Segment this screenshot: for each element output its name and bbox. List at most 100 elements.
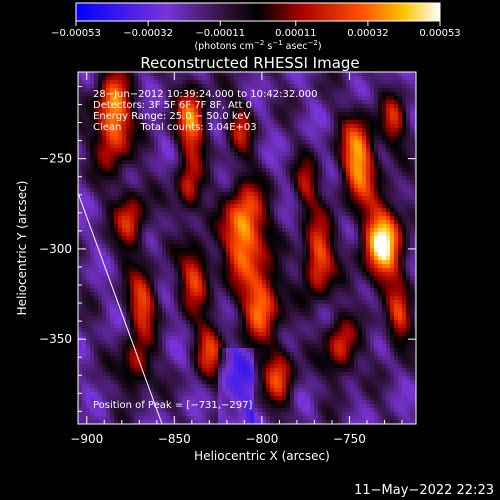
heatmap-cell	[214, 232, 218, 236]
heatmap-cell	[342, 128, 346, 132]
heatmap-cell	[254, 168, 258, 172]
heatmap-cell	[150, 92, 154, 96]
heatmap-cell	[298, 236, 302, 240]
heatmap-cell	[138, 256, 142, 260]
heatmap-cell	[122, 260, 126, 264]
heatmap-cell	[130, 236, 134, 240]
heatmap-cell	[338, 188, 342, 192]
heatmap-cell	[278, 156, 282, 160]
heatmap-cell	[270, 76, 274, 80]
heatmap-cell	[302, 184, 306, 188]
heatmap-cell	[166, 84, 170, 88]
heatmap-cell	[358, 76, 362, 80]
heatmap-cell	[194, 272, 198, 276]
heatmap-cell	[266, 148, 270, 152]
heatmap-cell	[402, 192, 406, 196]
heatmap-cell	[178, 108, 182, 112]
heatmap-cell	[262, 160, 266, 164]
heatmap-cell	[386, 236, 390, 240]
heatmap-cell	[406, 188, 410, 192]
heatmap-cell	[170, 224, 174, 228]
heatmap-cell	[234, 148, 238, 152]
heatmap-cell	[278, 220, 282, 224]
heatmap-cell	[206, 152, 210, 156]
heatmap-cell	[110, 288, 114, 292]
heatmap-cell	[234, 212, 238, 216]
heatmap-cell	[118, 292, 122, 296]
heatmap-cell	[226, 76, 230, 80]
heatmap-cell	[94, 296, 98, 300]
heatmap-cell	[370, 104, 374, 108]
heatmap-cell	[242, 256, 246, 260]
heatmap-cell	[390, 228, 394, 232]
heatmap-cell	[298, 184, 302, 188]
heatmap-cell	[350, 212, 354, 216]
heatmap-cell	[378, 160, 382, 164]
heatmap-cell	[250, 128, 254, 132]
heatmap-cell	[286, 80, 290, 84]
heatmap-cell	[362, 164, 366, 168]
heatmap-cell	[222, 260, 226, 264]
heatmap-cell	[362, 280, 366, 284]
heatmap-cell	[210, 232, 214, 236]
heatmap-cell	[110, 156, 114, 160]
heatmap-cell	[222, 72, 226, 76]
heatmap-cell	[146, 244, 150, 248]
colorbar-tick-label: −0.00032	[123, 28, 173, 39]
heatmap-cell	[94, 248, 98, 252]
heatmap-cell	[310, 236, 314, 240]
heatmap-cell	[78, 128, 82, 132]
heatmap-cell	[270, 144, 274, 148]
heatmap-cell	[214, 76, 218, 80]
heatmap-cell	[166, 88, 170, 92]
heatmap-cell	[378, 112, 382, 116]
heatmap-cell	[282, 204, 286, 208]
heatmap-cell	[202, 76, 206, 80]
heatmap-cell	[302, 300, 306, 304]
heatmap-cell	[266, 128, 270, 132]
heatmap-cell	[82, 160, 86, 164]
heatmap-cell	[342, 296, 346, 300]
heatmap-cell	[206, 136, 210, 140]
heatmap-cell	[182, 160, 186, 164]
heatmap-cell	[118, 136, 122, 140]
heatmap-cell	[274, 124, 278, 128]
heatmap-cell	[402, 88, 406, 92]
heatmap-cell	[82, 108, 86, 112]
heatmap-cell	[234, 124, 238, 128]
heatmap-cell	[178, 172, 182, 176]
heatmap-cell	[350, 200, 354, 204]
heatmap-cell	[118, 144, 122, 148]
heatmap-cell	[142, 236, 146, 240]
heatmap-cell	[106, 92, 110, 96]
heatmap-cell	[262, 280, 266, 284]
heatmap-cell	[298, 152, 302, 156]
heatmap-cell	[186, 136, 190, 140]
heatmap-cell	[142, 256, 146, 260]
heatmap-cell	[174, 256, 178, 260]
heatmap-cell	[126, 240, 130, 244]
heatmap-cell	[374, 232, 378, 236]
heatmap-cell	[190, 124, 194, 128]
heatmap-cell	[82, 300, 86, 304]
heatmap-cell	[242, 148, 246, 152]
heatmap-cell	[246, 196, 250, 200]
heatmap-cell	[198, 172, 202, 176]
heatmap-cell	[234, 168, 238, 172]
heatmap-cell	[114, 84, 118, 88]
heatmap-cell	[274, 104, 278, 108]
heatmap-cell	[158, 76, 162, 80]
heatmap-cell	[106, 196, 110, 200]
heatmap-cell	[378, 276, 382, 280]
heatmap-cell	[350, 136, 354, 140]
heatmap-cell	[334, 168, 338, 172]
heatmap-cell	[282, 104, 286, 108]
heatmap-cell	[258, 188, 262, 192]
heatmap-cell	[258, 124, 262, 128]
heatmap-cell	[86, 252, 90, 256]
heatmap-cell	[142, 100, 146, 104]
heatmap-cell	[350, 156, 354, 160]
heatmap-cell	[298, 264, 302, 268]
heatmap-cell	[298, 196, 302, 200]
heatmap-cell	[362, 156, 366, 160]
